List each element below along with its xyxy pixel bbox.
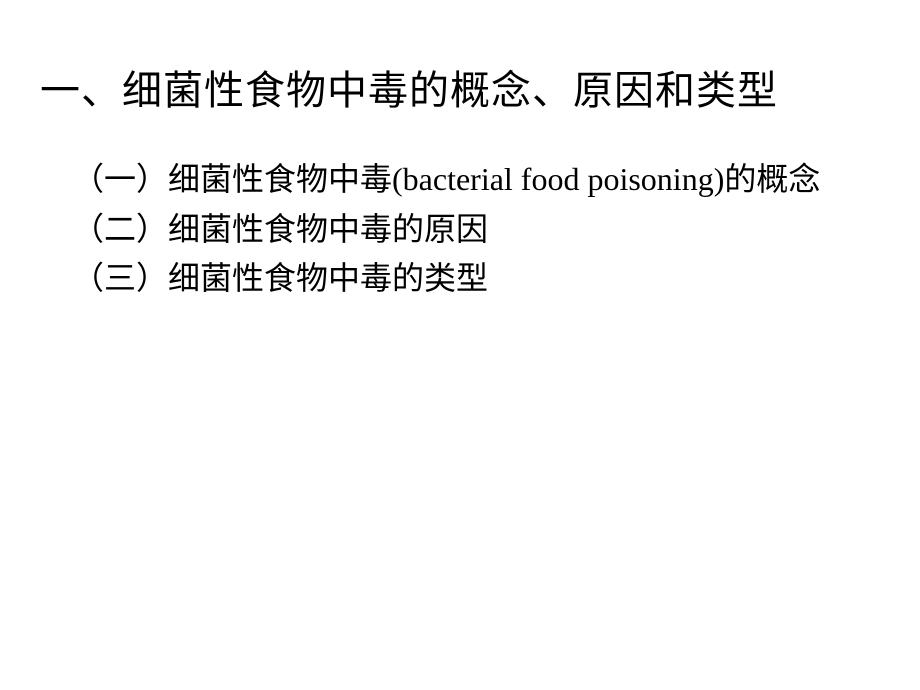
list-item-2: （二）细菌性食物中毒的原因 bbox=[72, 205, 860, 255]
list-item-1: （一）细菌性食物中毒(bacterial food poisoning)的概念 bbox=[72, 155, 860, 205]
list-item-3: （三）细菌性食物中毒的类型 bbox=[72, 254, 860, 304]
slide-title: 一、细菌性食物中毒的概念、原因和类型 bbox=[0, 65, 920, 117]
content-list: （一）细菌性食物中毒(bacterial food poisoning)的概念 … bbox=[0, 155, 920, 304]
slide-container: 一、细菌性食物中毒的概念、原因和类型 （一）细菌性食物中毒(bacterial … bbox=[0, 0, 920, 690]
